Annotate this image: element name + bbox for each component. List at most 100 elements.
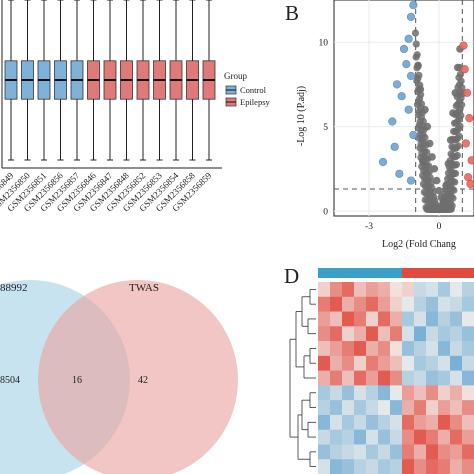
- venn-count-left: 8504: [0, 375, 20, 386]
- volcano-y-tick: 5: [323, 123, 328, 133]
- heatmap-cell: [330, 326, 343, 342]
- heatmap-cell: [390, 370, 403, 386]
- heatmap-cell: [354, 341, 367, 357]
- heatmap-cell: [402, 341, 415, 357]
- heatmap-cell: [318, 400, 331, 416]
- heatmap-cell: [390, 385, 403, 401]
- heatmap-cell: [450, 429, 463, 445]
- volcano-y-tick: 10: [319, 39, 329, 49]
- volcano-point-ns: [457, 111, 465, 120]
- volcano-point: [423, 122, 432, 131]
- volcano-point: [399, 44, 409, 54]
- heatmap-cell: [414, 385, 427, 401]
- volcano-point: [402, 60, 411, 69]
- volcano-point: [406, 12, 416, 21]
- heatmap-cell: [330, 370, 343, 386]
- heatmap-cell: [354, 296, 367, 313]
- heatmap-cell: [378, 400, 391, 416]
- heatmap-cell: [318, 311, 331, 327]
- heatmap-cell: [366, 414, 379, 431]
- heatmap-cell: [414, 459, 427, 474]
- heatmap-cell: [438, 282, 451, 298]
- heatmap-cell: [450, 400, 463, 416]
- volcano-x-label: Log2 (Fold Chang: [382, 239, 456, 250]
- heatmap-cell: [450, 282, 463, 298]
- volcano-point-ns: [453, 151, 461, 160]
- box-13: [202, 0, 216, 161]
- volcano-point-ns: [421, 196, 429, 204]
- volcano-point: [449, 170, 457, 178]
- heatmap-cell: [378, 414, 391, 431]
- heatmap-cell: [390, 444, 403, 460]
- heatmap-cell: [426, 459, 439, 474]
- volcano-point: [464, 173, 473, 182]
- heatmap-cell: [354, 355, 367, 372]
- volcano-point-ns: [455, 132, 463, 140]
- heatmap-cell: [414, 370, 427, 386]
- heatmap-cell: [378, 355, 391, 372]
- heatmap-cell: [462, 414, 474, 431]
- heatmap-cell: [414, 296, 427, 313]
- volcano-tick-labels: -3 0 0 5 10: [319, 39, 442, 232]
- heatmap-cell: [426, 282, 439, 298]
- heatmap-cell: [354, 459, 367, 474]
- heatmap-cell: [366, 282, 379, 298]
- heatmap-cell: [414, 429, 427, 445]
- heatmap-cell: [342, 400, 355, 416]
- heatmap-cell: [426, 414, 439, 431]
- volcano-point: [439, 198, 448, 207]
- heatmap-cell: [378, 326, 391, 342]
- heatmap-cell: [426, 311, 439, 327]
- heatmap-cells: [318, 282, 474, 474]
- heatmap-cell: [462, 311, 474, 327]
- volcano-point-ns: [449, 194, 457, 202]
- box-5: [70, 0, 84, 161]
- box-10: [153, 0, 166, 161]
- heatmap-cell: [462, 326, 474, 342]
- heatmap-cell: [318, 282, 331, 298]
- volcano-point-ns: [420, 188, 428, 196]
- heatmap-cell: [402, 459, 415, 474]
- volcano-point: [418, 156, 427, 165]
- volcano-point-ns: [457, 77, 465, 85]
- heatmap-cell: [402, 355, 415, 372]
- heatmap-cell: [366, 444, 379, 460]
- box-12: [186, 0, 199, 161]
- heatmap-cell: [450, 341, 463, 357]
- heatmap-cell: [450, 296, 463, 313]
- volcano-point-ns: [456, 122, 464, 130]
- volcano-x-tick: -3: [365, 222, 373, 232]
- volcano-point: [460, 65, 469, 74]
- heatmap-cell: [330, 311, 343, 327]
- volcano-point: [430, 164, 439, 173]
- heatmap-cell: [390, 296, 403, 313]
- volcano-point: [404, 34, 413, 43]
- heatmap-cell: [390, 341, 403, 357]
- volcano-point-ns: [454, 142, 462, 150]
- box-11: [169, 0, 183, 161]
- heatmap-cell: [450, 370, 463, 386]
- volcano-point: [392, 80, 402, 89]
- heatmap-cell: [462, 444, 474, 460]
- heatmap-cell: [330, 414, 343, 431]
- heatmap-cell: [450, 459, 463, 474]
- heatmap-group-bar-control: [318, 268, 402, 278]
- heatmap-cell: [366, 400, 379, 416]
- volcano-point: [414, 62, 422, 70]
- heatmap-cell: [438, 341, 451, 357]
- heatmap-cell: [414, 341, 427, 357]
- heatmap-cell: [354, 414, 367, 431]
- group-legend: Group Control Epilepsy: [224, 71, 270, 107]
- heatmap-cell: [450, 355, 463, 372]
- heatmap-cell: [390, 400, 403, 416]
- heatmap-cell: [378, 370, 391, 386]
- venn-label-left: 88992: [0, 282, 28, 294]
- heatmap-cell: [450, 311, 463, 327]
- heatmap-cell: [330, 400, 343, 416]
- panel-label-d: D: [284, 264, 299, 288]
- volcano-point-ns: [458, 101, 466, 109]
- heatmap-cell: [390, 414, 403, 431]
- heatmap-cell: [330, 296, 343, 313]
- heatmap-cell: [414, 311, 427, 327]
- volcano-point: [442, 181, 450, 190]
